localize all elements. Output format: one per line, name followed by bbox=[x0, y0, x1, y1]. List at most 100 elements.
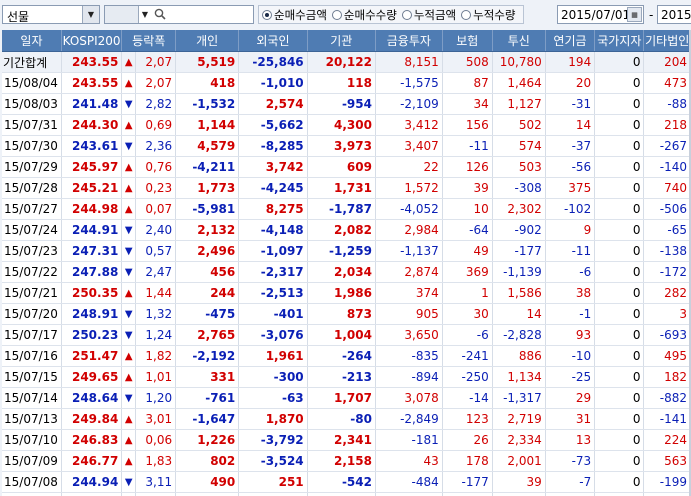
table-row[interactable]: 15/07/20 248.91 ▼ 1,32 -475 -401 873 905 30 14 -1 0… bbox=[2, 303, 691, 325]
column-header-trust[interactable]: 투신 bbox=[492, 30, 546, 52]
cell-trust: 886 bbox=[492, 345, 546, 367]
cell-ins: 30 bbox=[442, 303, 493, 325]
column-header-frg[interactable]: 외국인 bbox=[238, 30, 308, 52]
chevron-down-icon[interactable]: ▼ bbox=[141, 10, 149, 19]
table-row[interactable]: 15/07/24 244.91 ▼ 2,40 2,132 -4,148 2,082 2,984… bbox=[2, 219, 691, 241]
cell-pen: -102 bbox=[545, 198, 596, 220]
radio-dot[interactable] bbox=[262, 9, 272, 20]
cell-change: 1,83 bbox=[135, 450, 177, 472]
column-header-etc[interactable]: 기타법인 bbox=[643, 30, 691, 52]
code-input[interactable] bbox=[105, 6, 139, 23]
cell-etc: -144 bbox=[643, 492, 691, 496]
cell-trust: -1,139 bbox=[492, 261, 546, 283]
cell-kospi200: 250.23 bbox=[61, 324, 123, 346]
table-row[interactable]: 15/07/28 245.21 ▲ 0,23 1,773 -4,245 1,731 1,572… bbox=[2, 177, 691, 199]
cell-kospi200: 248.64 bbox=[61, 387, 123, 409]
table-row[interactable]: 15/08/04 243.55 ▲ 2,07 418 -1,010 118 -1,575 87 1… bbox=[2, 72, 691, 94]
table-row[interactable]: 15/07/23 247.31 ▼ 0,57 2,496 -1,097 -1,259 -1,1… bbox=[2, 240, 691, 262]
cell-trust: -2,828 bbox=[492, 324, 546, 346]
down-triangle-icon: ▼ bbox=[121, 492, 137, 496]
cell-fin: 43 bbox=[375, 450, 443, 472]
radio-cumulative-qty[interactable]: 누적수량 bbox=[461, 7, 515, 23]
table-total-row[interactable]: 기간합계 243.55 ▲ 2,07 5,519 -25,846 20,122 8,151 50… bbox=[2, 51, 691, 73]
cell-trust: 39 bbox=[492, 471, 546, 493]
cell-fin: 2,874 bbox=[375, 261, 443, 283]
code-search[interactable]: ▼ bbox=[104, 5, 254, 24]
cell-change: 1,01 bbox=[135, 366, 177, 388]
cell-ind: 2,132 bbox=[175, 219, 240, 241]
table-row[interactable]: 15/07/17 250.23 ▼ 1,24 2,765 -3,076 1,004 3,650… bbox=[2, 324, 691, 346]
table-row[interactable]: 15/07/29 245.97 ▲ 0,76 -4,211 3,742 609 22 126 50… bbox=[2, 156, 691, 178]
table-row[interactable]: 15/07/21 250.35 ▲ 1,44 244 -2,513 1,986 374 1 1,5… bbox=[2, 282, 691, 304]
radio-net-buy-qty[interactable]: 순매수수량 bbox=[331, 7, 397, 23]
table-row[interactable]: 15/07/14 248.64 ▼ 1,20 -761 -63 1,707 3,078 -14-… bbox=[2, 387, 691, 409]
cell-pen: 93 bbox=[545, 324, 596, 346]
column-header-kospi[interactable]: KOSPI200 bbox=[61, 30, 123, 52]
cell-trust: 574 bbox=[492, 135, 546, 157]
cell-pen: 14 bbox=[545, 114, 596, 136]
cell-trust: 1,134 bbox=[492, 366, 546, 388]
table-row[interactable]: 15/07/16 251.47 ▲ 1,82 -2,192 1,961 -264 -835 -2… bbox=[2, 345, 691, 367]
chevron-down-icon[interactable]: ▼ bbox=[82, 6, 99, 23]
cell-change: 3,11 bbox=[135, 471, 177, 493]
column-header-ins[interactable]: 보험 bbox=[442, 30, 493, 52]
cell-date: 15/07/28 bbox=[2, 177, 62, 199]
cell-date: 15/07/20 bbox=[2, 303, 62, 325]
start-date-field[interactable]: 2015/07/01 ▦ bbox=[557, 5, 644, 24]
column-header-chg[interactable]: 등락폭 bbox=[121, 30, 177, 52]
cell-ind: -475 bbox=[175, 303, 240, 325]
table-row[interactable]: 15/07/31 244.30 ▲ 0,69 1,144 -5,662 4,300 3,412… bbox=[2, 114, 691, 136]
cell-kospi200: 247.31 bbox=[61, 240, 123, 262]
column-header-pen[interactable]: 연기금 bbox=[545, 30, 596, 52]
radio-net-buy-amount[interactable]: 순매수금액 bbox=[262, 7, 327, 23]
table-row[interactable]: 15/07/27 244.98 ▲ 0,07 -5,981 8,275 -1,787 -4,0… bbox=[2, 198, 691, 220]
radio-cumulative-amount[interactable]: 누적금액 bbox=[401, 7, 456, 23]
cell-ins: -250 bbox=[442, 366, 493, 388]
table-row[interactable]: 15/07/30 243.61 ▼ 2,36 4,579 -8,285 3,973 3,407… bbox=[2, 135, 691, 157]
radio-dot[interactable] bbox=[401, 9, 412, 20]
column-header-inst[interactable]: 기관 bbox=[307, 30, 376, 52]
radio-dot[interactable] bbox=[461, 9, 472, 20]
cell-ind: 2,765 bbox=[175, 324, 240, 346]
search-icon[interactable] bbox=[153, 7, 167, 21]
down-triangle-icon: ▼ bbox=[121, 387, 137, 409]
cell-ind: -1,647 bbox=[175, 408, 240, 430]
table-row[interactable]: 15/07/09 246.77 ▲ 1,83 802 -3,524 2,158 43 178 2,… bbox=[2, 450, 691, 472]
toolbar: 선물 ▼ ▼ 순매수금액 순매수수량 누적금액 누적수량 2015/07/01 … bbox=[0, 0, 691, 29]
table-row[interactable]: 15/07/07248.05▼0,25135315-305-1,880-3472… bbox=[2, 492, 691, 496]
cell-change: 2,47 bbox=[135, 261, 177, 283]
table-row[interactable]: 15/07/13 249.84 ▲ 3,01 -1,647 1,870 -80 -2,849 1… bbox=[2, 408, 691, 430]
column-header-fin[interactable]: 금융투자 bbox=[375, 30, 443, 52]
table-row[interactable]: 15/08/03 241.48 ▼ 2,82 -1,532 2,574 -954 -2,109… bbox=[2, 93, 691, 115]
cell-fin: -2,849 bbox=[375, 408, 443, 430]
cell-ind: 135 bbox=[175, 492, 240, 496]
radio-dot[interactable] bbox=[331, 9, 342, 20]
cell-ind: 244 bbox=[175, 282, 240, 304]
column-header-gov[interactable]: 국가지자 bbox=[594, 30, 645, 52]
column-header-ind[interactable]: 개인 bbox=[175, 30, 240, 52]
vertical-scrollbar[interactable] bbox=[689, 30, 691, 496]
end-date-field[interactable]: 2015 bbox=[657, 5, 691, 24]
cell-ind: -5,981 bbox=[175, 198, 240, 220]
date-range-separator: - bbox=[649, 8, 654, 22]
calendar-icon[interactable]: ▦ bbox=[627, 7, 642, 22]
table-row[interactable]: 15/07/10 246.83 ▲ 0,06 1,226 -3,792 2,341 -181 2… bbox=[2, 429, 691, 451]
column-header-date[interactable]: 일자 bbox=[2, 30, 62, 52]
cell-date: 15/07/15 bbox=[2, 366, 62, 388]
cell-inst: 2,082 bbox=[307, 219, 376, 241]
up-triangle-icon: ▲ bbox=[121, 366, 137, 388]
data-table: 일자 KOSPI200 등락폭 개인 외국인 기관 금융투자 보험 투신 연기금 국가지자 기타법인 … bbox=[2, 30, 691, 496]
market-select[interactable]: 선물 ▼ bbox=[2, 5, 100, 24]
cell-ins: -14 bbox=[442, 387, 493, 409]
cell-date: 15/07/16 bbox=[2, 345, 62, 367]
table-row[interactable]: 15/07/15 249.65 ▲ 1,01 331 -300 -213 -894 -250 1,… bbox=[2, 366, 691, 388]
cell-etc: 740 bbox=[643, 177, 691, 199]
cell-pen: -10 bbox=[545, 345, 596, 367]
cell-inst: 4,300 bbox=[307, 114, 376, 136]
cell-inst: -264 bbox=[307, 345, 376, 367]
cell-change: 0,23 bbox=[135, 177, 177, 199]
table-row[interactable]: 15/07/22 247.88 ▼ 2,47 456 -2,317 2,034 2,874 36… bbox=[2, 261, 691, 283]
cell-gov: 0 bbox=[594, 492, 645, 496]
investor-trading-table: 일자 KOSPI200 등락폭 개인 외국인 기관 금융투자 보험 투신 연기금 국가지자 기타법인 … bbox=[2, 30, 691, 496]
table-row[interactable]: 15/07/08 244.94 ▼ 3,11 490 251 -542 -484 -177 39-… bbox=[2, 471, 691, 493]
